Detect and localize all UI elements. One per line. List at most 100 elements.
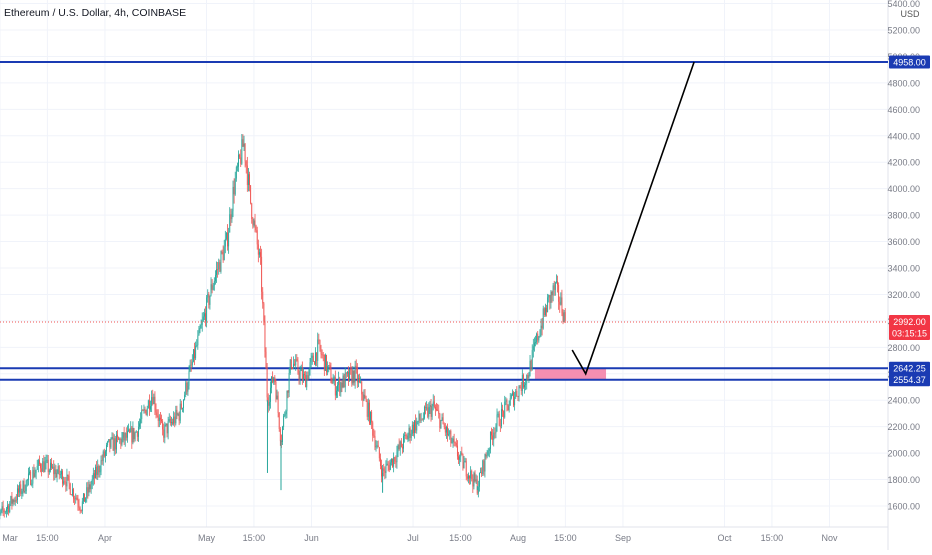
candle-body xyxy=(236,167,237,178)
candle-body xyxy=(318,340,319,341)
candle-body xyxy=(286,391,287,411)
candle-body xyxy=(135,432,136,439)
candle-body xyxy=(240,157,241,163)
candle-body xyxy=(297,361,298,373)
candle-body xyxy=(14,500,15,502)
candle-body xyxy=(137,432,138,437)
candle-body xyxy=(127,431,128,438)
candle-body xyxy=(528,376,529,378)
candle-body xyxy=(132,428,133,442)
candle-body xyxy=(204,313,205,316)
candle-body xyxy=(145,409,146,410)
candle-body xyxy=(338,379,339,385)
x-tick-label: Aug xyxy=(510,533,526,543)
candle-body xyxy=(543,308,544,328)
candle-body xyxy=(161,420,162,422)
candle-body xyxy=(405,435,406,436)
candle-body xyxy=(220,252,221,272)
candle-body xyxy=(105,451,106,456)
candle-body xyxy=(84,493,85,501)
candle-body xyxy=(488,451,489,456)
candle-body xyxy=(378,445,379,447)
candle-body xyxy=(305,375,306,387)
x-tick-label: Jun xyxy=(304,533,319,543)
candle-body xyxy=(335,377,336,395)
candle-body xyxy=(392,459,393,467)
candle-body xyxy=(21,491,22,494)
candle-body xyxy=(522,375,523,391)
candle-body xyxy=(359,378,360,382)
candle-body xyxy=(387,464,388,465)
candle-body xyxy=(426,407,427,408)
candle-body xyxy=(120,439,121,445)
candle-body xyxy=(5,512,6,513)
candle-body xyxy=(152,397,153,404)
last-price-label: 2992.00 xyxy=(893,317,926,327)
candle-body xyxy=(125,433,126,440)
candle-body xyxy=(526,375,527,383)
candle-body xyxy=(314,362,315,365)
candle-body xyxy=(409,428,410,435)
candle-body xyxy=(44,463,45,472)
candle-body xyxy=(458,456,459,460)
candle-body xyxy=(189,371,190,386)
candle-body xyxy=(196,345,197,346)
projection-path[interactable] xyxy=(572,62,694,374)
candle-body xyxy=(228,233,229,247)
candle-body xyxy=(399,445,400,449)
candle-body xyxy=(6,509,7,512)
candle-body xyxy=(48,460,49,472)
candle-body xyxy=(354,371,355,383)
x-tick-label: Mar xyxy=(2,533,18,543)
candle-body xyxy=(52,467,53,468)
candle-body xyxy=(193,349,194,361)
price-axis[interactable]: 1600.001800.002000.002200.002400.002600.… xyxy=(887,0,920,512)
candle-body xyxy=(429,405,430,407)
candle-body xyxy=(563,313,564,322)
candle-body xyxy=(333,381,334,384)
candle-body xyxy=(339,379,340,393)
candle-body xyxy=(536,334,537,342)
candle-body xyxy=(200,328,201,329)
candle-body xyxy=(197,336,198,346)
candle-body xyxy=(514,397,515,405)
demand-zone-layer xyxy=(535,368,606,380)
x-tick-label: 15:00 xyxy=(554,533,577,543)
candle-body xyxy=(475,473,476,482)
candle-body xyxy=(251,203,252,219)
candle-body xyxy=(201,325,202,328)
candle-body xyxy=(266,352,267,369)
candle-body xyxy=(99,472,100,473)
demand-zone[interactable] xyxy=(535,368,606,380)
candle-body xyxy=(461,452,462,454)
candle-body xyxy=(98,466,99,472)
x-tick-label: Oct xyxy=(718,533,733,543)
projection-path-layer[interactable] xyxy=(572,62,694,374)
candle-body xyxy=(190,365,191,371)
candle-body xyxy=(267,369,268,398)
candle-body xyxy=(414,421,415,433)
candle-body xyxy=(500,426,501,427)
candle-body xyxy=(417,421,418,422)
candle-body xyxy=(464,462,465,468)
candle-body xyxy=(53,467,54,474)
candle-body xyxy=(502,409,503,411)
candle-body xyxy=(27,480,28,481)
candle-body xyxy=(539,335,540,336)
y-tick-label: 4200.00 xyxy=(887,158,920,168)
candle-body xyxy=(169,419,170,421)
y-tick-label: 5200.00 xyxy=(887,26,920,36)
candle-body xyxy=(7,506,8,509)
candle-body xyxy=(224,246,225,260)
candle-body xyxy=(326,355,327,372)
chart-title: Ethereum / U.S. Dollar, 4h, COINBASE xyxy=(4,7,186,19)
candle-body xyxy=(316,352,317,360)
candle-body xyxy=(248,174,249,185)
candle-body xyxy=(400,441,401,449)
candle-body xyxy=(301,369,302,371)
candle-body xyxy=(118,437,119,440)
candle-body xyxy=(60,474,61,475)
